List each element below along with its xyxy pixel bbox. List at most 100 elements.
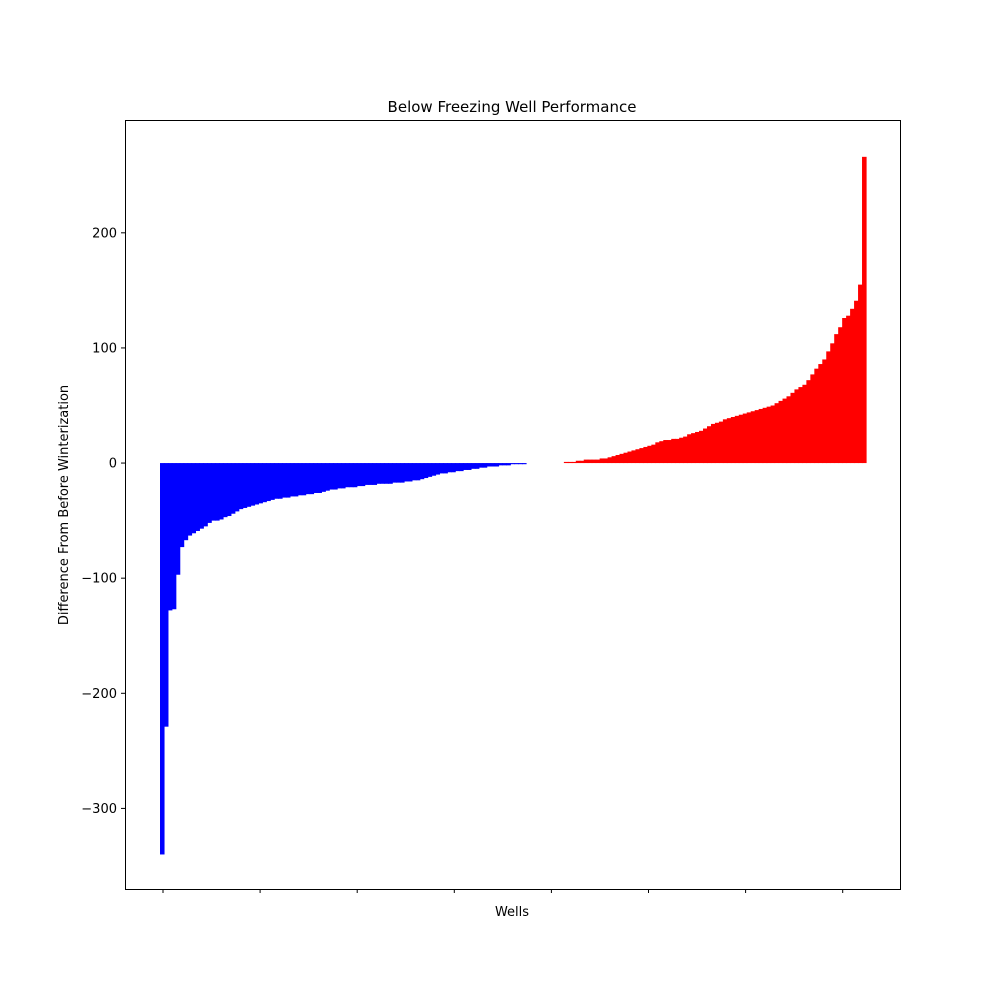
bar-positive	[583, 459, 589, 464]
bar-negative	[160, 463, 165, 855]
bar-positive	[798, 387, 803, 464]
bar-positive	[571, 461, 577, 464]
bar-positive	[854, 300, 859, 464]
bar-negative	[187, 463, 193, 536]
bar-positive	[730, 417, 736, 464]
bar-negative	[388, 463, 393, 484]
bar-negative	[470, 463, 476, 469]
bar-positive	[858, 284, 863, 464]
bar-positive	[611, 456, 617, 464]
chart-title: Below Freezing Well Performance	[388, 98, 637, 116]
bar-negative	[439, 463, 444, 474]
bar-positive	[599, 458, 605, 464]
bar-positive	[679, 437, 684, 464]
bar-negative	[400, 463, 405, 483]
bar-positive	[770, 405, 776, 464]
bar-negative	[258, 463, 263, 504]
bar-positive	[603, 458, 609, 464]
bars-group	[160, 156, 867, 855]
bar-negative	[329, 463, 334, 490]
bar-negative	[333, 463, 338, 490]
bar-positive	[591, 459, 597, 464]
y-tick-label: −300	[81, 802, 117, 817]
bar-negative	[364, 463, 370, 485]
bar-negative	[490, 463, 496, 467]
bar-positive	[846, 315, 851, 464]
bar-positive	[710, 423, 716, 464]
bar-positive	[806, 380, 811, 464]
bar-negative	[250, 463, 256, 506]
bar-negative	[266, 463, 271, 502]
bar-positive	[766, 406, 772, 464]
bar-positive	[814, 368, 819, 464]
bar-negative	[427, 463, 433, 477]
bar-positive	[738, 414, 744, 464]
bar-negative	[211, 463, 216, 521]
bar-positive	[726, 418, 732, 464]
bar-positive	[567, 461, 573, 464]
bar-positive	[778, 400, 784, 464]
bar-positive	[734, 415, 740, 464]
bar-negative	[282, 463, 287, 498]
bar-negative	[392, 463, 397, 483]
bar-positive	[826, 351, 831, 464]
bar-negative	[301, 463, 307, 496]
bar-negative	[486, 463, 492, 467]
bar-negative	[522, 463, 527, 465]
bar-negative	[305, 463, 311, 495]
bar-negative	[219, 463, 224, 520]
bar-negative	[380, 463, 385, 484]
bar-negative	[167, 463, 173, 611]
bar-positive	[663, 440, 668, 464]
bar-positive	[834, 334, 839, 464]
bar-positive	[619, 453, 625, 464]
y-axis-ticks: −300 −200 −100 0 100 200	[81, 226, 125, 817]
plot-frame	[125, 120, 901, 890]
bar-negative	[396, 463, 401, 483]
bar-negative	[404, 463, 409, 482]
bar-positive	[587, 459, 593, 464]
bar-positive	[575, 460, 581, 464]
bar-positive	[838, 327, 843, 464]
bar-positive	[762, 407, 768, 464]
bar-negative	[341, 463, 346, 489]
bar-negative	[270, 463, 275, 500]
bar-negative	[222, 463, 228, 518]
bar-negative	[163, 463, 169, 727]
bar-negative	[195, 463, 200, 531]
bar-negative	[502, 463, 507, 466]
bar-positive	[746, 412, 752, 464]
bar-negative	[179, 463, 185, 548]
bar-negative	[234, 463, 240, 512]
bar-negative	[325, 463, 330, 491]
bar-negative	[466, 463, 472, 470]
bar-positive	[842, 318, 847, 464]
bar-negative	[293, 463, 299, 497]
bar-negative	[411, 463, 417, 481]
bar-positive	[758, 408, 764, 464]
bar-negative	[348, 463, 354, 488]
y-tick-label: −200	[81, 687, 117, 702]
y-axis-label: Difference From Before Winterization	[57, 385, 72, 625]
bar-negative	[463, 463, 468, 470]
bar-negative	[254, 463, 259, 505]
bar-positive	[862, 156, 867, 464]
bar-positive	[790, 392, 796, 464]
bar-negative	[356, 463, 362, 487]
bar-positive	[671, 438, 676, 464]
bar-positive	[782, 398, 788, 464]
bar-negative	[321, 463, 326, 492]
bar-negative	[278, 463, 283, 499]
bar-negative	[368, 463, 374, 485]
bar-negative	[514, 463, 519, 465]
bar-positive	[830, 343, 835, 464]
bar-negative	[482, 463, 488, 468]
bar-positive	[651, 444, 656, 464]
bar-negative	[191, 463, 197, 534]
bar-positive	[607, 457, 613, 464]
bar-positive	[703, 428, 708, 464]
bar-positive	[687, 434, 692, 464]
bar-negative	[289, 463, 295, 497]
